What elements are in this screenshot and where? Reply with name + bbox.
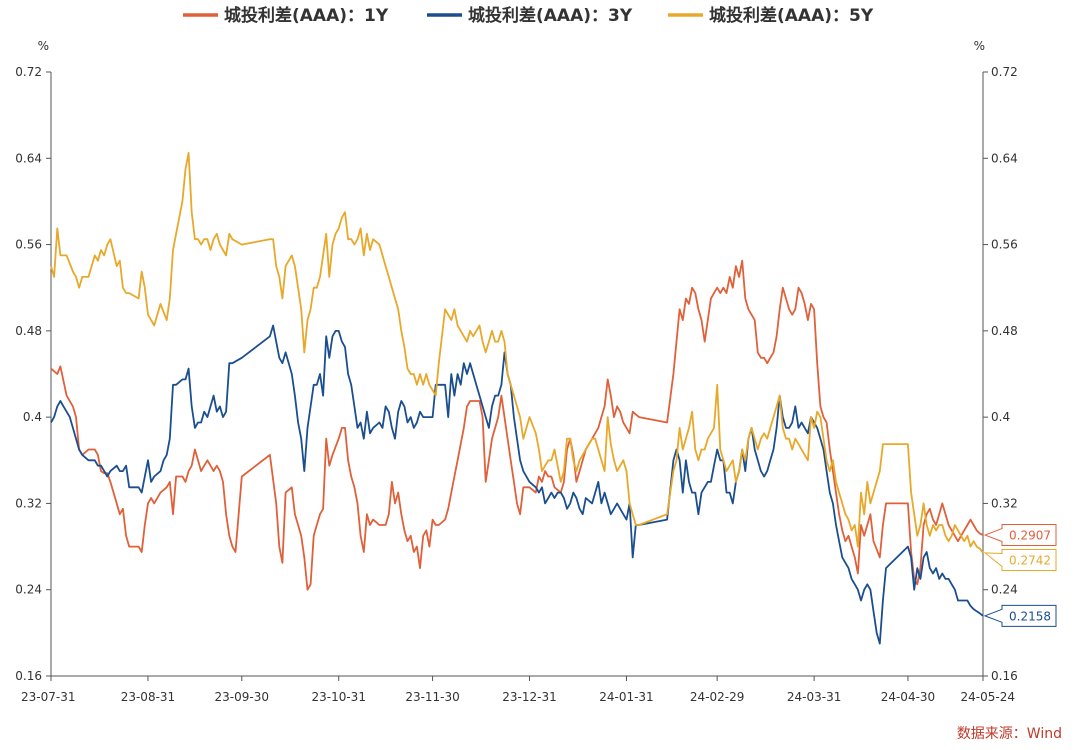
y-tick-label-right: 0.24 [991,583,1018,597]
legend-label-3: 城投利差(AAA)：5Y [709,5,874,26]
x-tick-label: 23-11-30 [405,690,459,704]
x-tick-label: 23-08-31 [121,690,175,704]
y-unit-right: % [974,39,985,53]
series-line-3 [50,152,984,554]
x-tick-label: 24-05-24 [961,690,1015,704]
y-tick-label-right: 0.4 [991,410,1010,424]
last-value-box-2 [983,604,1057,627]
x-tick-label: 23-07-31 [21,690,75,704]
y-tick-label-left: 0.48 [15,324,42,338]
last-value-box-1 [983,524,1057,547]
y-tick-label-right: 0.72 [991,65,1018,79]
x-tick-label: 23-10-31 [311,690,365,704]
y-tick-label-left: 0.24 [15,583,42,597]
y-tick-label-left: 0.4 [23,410,42,424]
y-tick-label-right: 0.48 [991,324,1018,338]
last-value-label-1: 0.2907 [1009,529,1051,543]
x-tick-label: 24-04-30 [881,690,935,704]
y-tick-label-right: 0.16 [991,669,1018,683]
y-tick-label-right: 0.64 [991,151,1018,165]
y-tick-label-left: 0.72 [15,65,42,79]
x-tick-label: 24-03-31 [787,690,841,704]
y-tick-label-left: 0.32 [15,496,42,510]
series-line-1 [50,259,984,591]
legend-label-2: 城投利差(AAA)：3Y [468,5,633,26]
y-tick-label-left: 0.16 [15,669,42,683]
x-tick-label: 23-09-30 [215,690,269,704]
legend-label-1: 城投利差(AAA)：1Y [224,5,389,26]
y-tick-label-left: 0.56 [15,238,42,252]
legend: 城投利差(AAA)：1Y 城投利差(AAA)：3Y 城投利差(AAA)：5Y [183,5,874,26]
last-value-label-3: 0.2742 [1009,554,1051,568]
series-line-2 [50,324,984,645]
axes: % % 0.16 0.16 0.24 0.24 0.32 0.32 0.4 0.4 0.48 0.48… [15,39,1017,704]
x-tick-label: 24-01-31 [599,690,653,704]
y-tick-label-right: 0.32 [991,496,1018,510]
data-source-note: 数据来源：Wind [957,726,1062,742]
x-tick-label: 24-02-29 [690,690,744,704]
y-unit-left: % [38,39,49,53]
x-tick-label: 23-12-31 [502,690,556,704]
last-value-label-2: 0.2158 [1009,609,1051,623]
last-value-callouts: 0.2907 0.2158 0.2742 [983,524,1057,627]
last-value-box-3 [983,549,1057,572]
y-tick-label-right: 0.56 [991,238,1018,252]
series-layer [50,152,984,645]
y-tick-label-left: 0.64 [15,151,42,165]
